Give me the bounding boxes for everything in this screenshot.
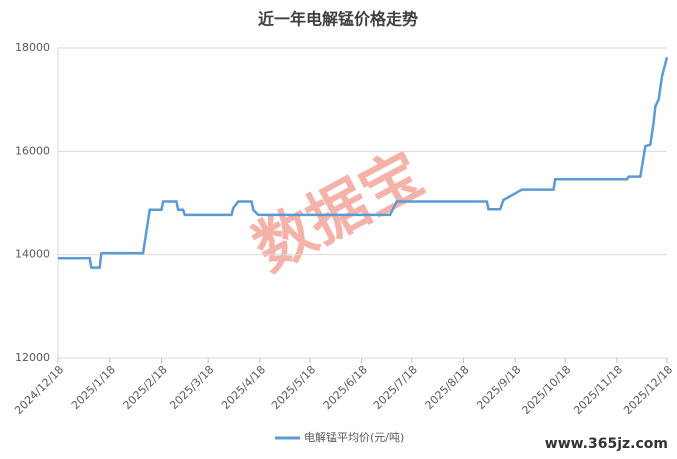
y-tick-label: 14000 <box>15 248 50 261</box>
x-tick-label: 2025/12/18 <box>621 363 675 417</box>
y-tick-label: 12000 <box>15 351 50 364</box>
x-tick-label: 2025/2/18 <box>121 363 170 412</box>
x-tick-label: 2025/6/18 <box>321 363 370 412</box>
x-tick-label: 2025/11/18 <box>571 363 625 417</box>
x-tick-label: 2025/5/18 <box>269 363 318 412</box>
x-tick-label: 2025/3/18 <box>167 363 216 412</box>
x-tick-label: 2025/10/18 <box>519 363 573 417</box>
y-tick-label: 18000 <box>15 41 50 54</box>
data-line <box>58 56 669 269</box>
watermark: 数据宝 <box>243 139 435 285</box>
x-tick-label: 2025/4/18 <box>219 363 268 412</box>
x-tick-label: 2025/9/18 <box>474 363 523 412</box>
chart-title: 近一年电解锰价格走势 <box>258 10 418 29</box>
site-url: www.365jz.com <box>545 436 668 452</box>
x-tick-label: 2025/1/18 <box>69 363 118 412</box>
legend-label: 电解锰平均价(元/吨) <box>304 430 404 444</box>
x-tick-label: 2025/7/18 <box>371 363 420 412</box>
x-tick-label: 2024/12/18 <box>12 363 66 417</box>
x-tick-label: 2025/8/18 <box>423 363 472 412</box>
y-tick-label: 16000 <box>15 144 50 157</box>
